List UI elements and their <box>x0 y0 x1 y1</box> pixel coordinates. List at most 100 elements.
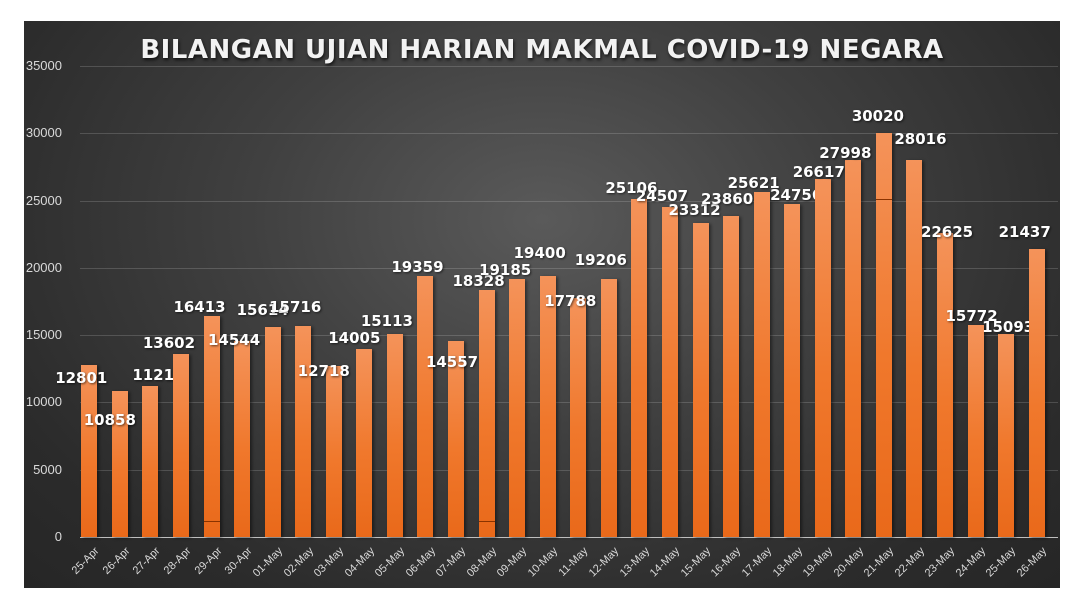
x-tick-label: 19-May <box>800 545 836 580</box>
x-tick-label: 03-May <box>311 545 347 580</box>
data-label: 22625 <box>920 222 974 241</box>
data-label: 19359 <box>391 258 444 277</box>
bar <box>967 324 984 537</box>
bar <box>356 348 373 537</box>
x-tick-label: 05-May <box>372 545 408 580</box>
bar <box>478 290 495 537</box>
x-tick-label: 30-Apr <box>222 545 255 577</box>
bar <box>937 232 954 537</box>
bar <box>111 390 128 537</box>
bar <box>753 192 770 537</box>
gridline <box>80 335 1058 337</box>
x-tick-label: 10-May <box>525 545 561 580</box>
data-label: 19400 <box>513 243 566 262</box>
bar <box>998 333 1015 537</box>
data-label: 30020 <box>851 107 904 126</box>
x-tick-label: 25-May <box>984 545 1019 580</box>
y-tick-label: 5000 <box>33 461 62 477</box>
data-label: 17788 <box>544 291 597 310</box>
data-label: 14557 <box>425 353 479 372</box>
data-label: 14005 <box>328 328 381 347</box>
bar <box>906 159 923 537</box>
data-label: 13602 <box>142 333 196 352</box>
x-tick-label: 25-Apr <box>69 545 102 577</box>
data-label: 10858 <box>83 410 136 429</box>
x-tick-label: 28-Apr <box>161 545 194 577</box>
x-tick-label: 29-Apr <box>192 545 225 577</box>
bar <box>845 160 862 537</box>
data-label: 15113 <box>360 311 413 330</box>
bar-marker-line <box>875 199 892 201</box>
data-label: 16413 <box>173 298 226 317</box>
bar <box>875 133 892 537</box>
bar <box>631 199 648 537</box>
y-tick-label: 0 <box>54 529 62 544</box>
x-tick-label: 02-May <box>281 545 316 580</box>
bar <box>1028 248 1045 537</box>
bar <box>81 364 98 537</box>
bar <box>172 353 189 537</box>
data-label: 15716 <box>269 297 322 316</box>
data-label: 14544 <box>208 331 261 350</box>
bar <box>784 203 801 537</box>
data-label: 19185 <box>479 260 532 279</box>
x-tick-label: 26-May <box>1014 545 1050 580</box>
data-label: 27998 <box>819 144 872 163</box>
y-tick-label: 25000 <box>25 192 62 208</box>
bar <box>814 178 831 537</box>
bar <box>600 278 617 537</box>
y-tick-label: 30000 <box>25 125 62 141</box>
x-tick-label: 16-May <box>709 545 744 580</box>
bar-marker-line <box>203 520 220 522</box>
x-tick-label: 07-May <box>434 545 469 580</box>
x-tick-label: 23-May <box>923 545 958 580</box>
data-label: 12801 <box>55 368 108 387</box>
bar <box>234 341 251 537</box>
data-label: 24756 <box>770 185 823 204</box>
data-label: 25621 <box>727 174 780 193</box>
bar <box>723 215 740 537</box>
x-tick-label: 12-May <box>586 545 622 580</box>
data-label: 24507 <box>635 187 689 206</box>
x-tick-label: 21-May <box>861 545 897 580</box>
gridline <box>80 267 1058 269</box>
x-tick-label: 13-May <box>617 545 652 580</box>
data-label: 23312 <box>668 201 721 220</box>
y-tick-label: 10000 <box>25 394 62 410</box>
bar <box>661 207 678 537</box>
gridline <box>80 133 1058 135</box>
bar <box>417 276 434 537</box>
x-tick-label: 06-May <box>403 545 438 580</box>
chart-panel: BILANGAN UJIAN HARIAN MAKMAL COVID-19 NE… <box>24 21 1060 588</box>
gridline <box>80 469 1058 471</box>
data-label: 19206 <box>574 250 627 269</box>
bar <box>295 325 312 537</box>
x-tick-label: 11-May <box>556 545 591 579</box>
data-label: 26617 <box>792 162 845 181</box>
data-label: 18328 <box>452 272 505 291</box>
x-axis-line <box>80 537 1058 538</box>
y-tick-label: 20000 <box>25 259 62 275</box>
bar <box>570 297 587 537</box>
bar <box>142 386 159 537</box>
data-label: 25106 <box>605 179 658 198</box>
data-label: 11217 <box>132 366 185 385</box>
x-tick-label: 09-May <box>495 545 530 580</box>
gridline <box>80 402 1058 404</box>
y-tick-label: 15000 <box>25 327 62 343</box>
data-label: 28016 <box>894 129 947 148</box>
bar-marker-line <box>478 520 495 522</box>
x-tick-label: 24-May <box>953 545 989 580</box>
bar <box>539 275 556 537</box>
bar <box>509 278 526 537</box>
x-tick-label: 26-Apr <box>100 545 133 577</box>
data-label: 15772 <box>945 306 998 325</box>
bar <box>325 365 342 537</box>
x-tick-label: 20-May <box>831 545 866 580</box>
gridline <box>80 200 1058 202</box>
data-label: 12718 <box>297 361 350 380</box>
y-tick-label: 35000 <box>25 58 62 73</box>
bar <box>448 341 465 537</box>
bar <box>264 326 281 537</box>
bar <box>386 333 403 537</box>
